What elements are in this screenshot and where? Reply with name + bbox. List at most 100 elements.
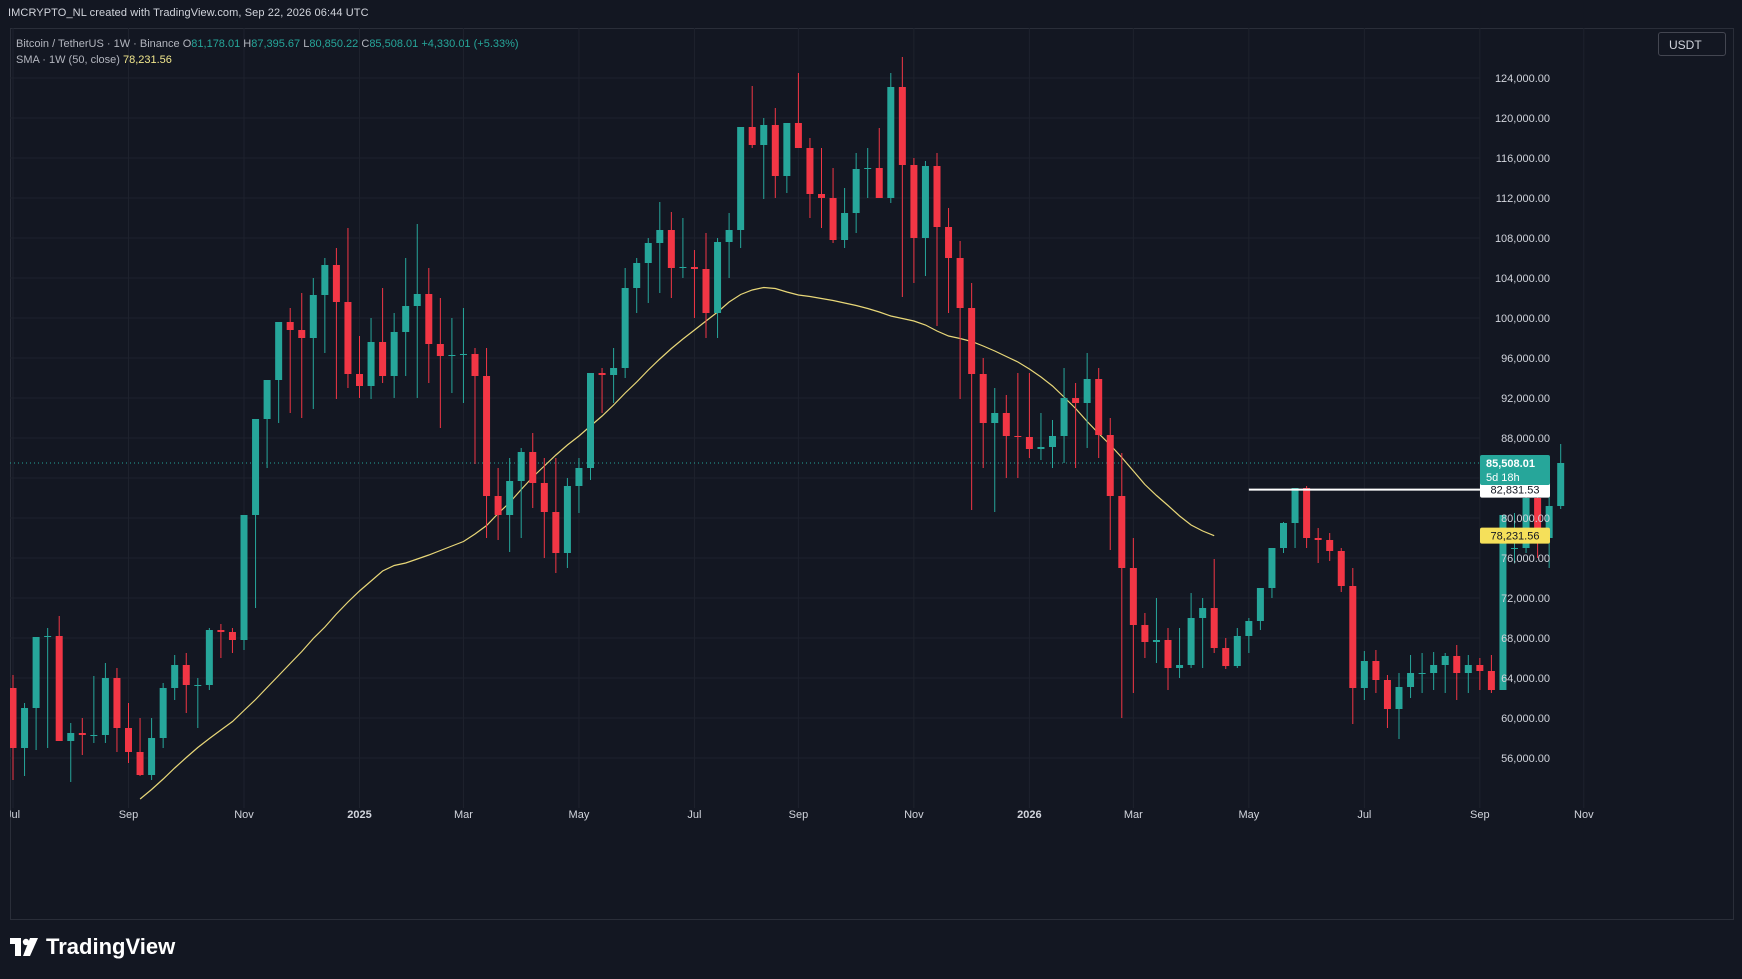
candle — [344, 228, 352, 388]
candle — [471, 348, 479, 464]
candle — [425, 268, 433, 383]
candle — [32, 637, 40, 750]
candle — [1199, 598, 1207, 668]
y-tick-label: 108,000.00 — [1495, 233, 1550, 245]
candle — [921, 161, 929, 276]
candle-body — [1083, 379, 1091, 403]
candle-body — [956, 258, 964, 308]
candle — [898, 57, 906, 297]
y-tick-label: 56,000.00 — [1501, 753, 1550, 765]
sma-value: 78,231.56 — [122, 54, 172, 66]
candle — [1222, 638, 1230, 669]
candle — [760, 118, 768, 199]
candle-body — [159, 688, 167, 738]
candle — [101, 663, 109, 743]
candle-body — [1118, 496, 1126, 568]
level-price-tag: 82,831.53 — [1480, 481, 1550, 498]
candle — [690, 250, 698, 318]
price-chart[interactable]: 56,000.00 60,000.00 64,000.00 68,000.00 72,0… — [10, 28, 1732, 918]
candle — [910, 158, 918, 283]
candle-body — [205, 630, 213, 685]
candle — [1025, 373, 1033, 458]
candle-body — [182, 665, 190, 685]
candle — [44, 628, 52, 748]
candle-body — [1418, 673, 1426, 674]
candle-body — [321, 265, 329, 295]
sma-title: SMA · 1W (50, close) — [16, 54, 120, 66]
x-tick-label: Jul — [10, 809, 20, 821]
symbol-legend-row[interactable]: Bitcoin / TetherUS · 1W · Binance O81,17… — [16, 36, 519, 52]
candle-body — [656, 230, 664, 243]
candle — [783, 123, 791, 193]
y-tick-label: 104,000.00 — [1495, 273, 1550, 285]
candle — [1314, 528, 1322, 563]
currency-button[interactable]: USDT — [1658, 32, 1726, 56]
candle-body — [1372, 661, 1380, 680]
candle-body — [760, 125, 768, 145]
candle — [321, 258, 329, 353]
candle — [125, 703, 132, 763]
candle-body — [679, 267, 687, 268]
candle — [402, 258, 410, 376]
candle-body — [1545, 506, 1553, 538]
ohlc-close: C85,508.01 — [361, 38, 419, 50]
sma-price-tag: 78,231.56 — [1480, 527, 1550, 544]
candle — [1083, 353, 1091, 448]
candle — [841, 188, 849, 248]
candle-body — [1360, 661, 1368, 688]
candle-body — [148, 738, 156, 775]
candle — [1152, 598, 1160, 663]
candle-body — [390, 332, 398, 376]
candle — [1534, 490, 1542, 558]
candle — [1407, 655, 1415, 698]
candle-body — [644, 243, 652, 263]
candle-body — [1430, 665, 1438, 673]
sma-legend-row[interactable]: SMA · 1W (50, close) 78,231.56 — [16, 52, 519, 68]
candle — [1280, 522, 1287, 553]
candle-body — [1049, 436, 1056, 447]
candle-body — [1256, 588, 1264, 621]
candle-body — [575, 468, 583, 486]
candle-body — [1025, 437, 1033, 449]
candle — [1487, 655, 1495, 693]
candle-body — [1268, 548, 1276, 588]
candle — [610, 348, 618, 403]
candle — [1303, 486, 1311, 548]
candle-body — [1453, 656, 1461, 673]
candle — [748, 86, 756, 148]
candle-body — [748, 127, 756, 145]
candle-body — [413, 294, 421, 306]
candle-body — [1303, 488, 1311, 538]
candle — [563, 478, 571, 568]
candle — [1106, 418, 1114, 550]
candle — [1187, 593, 1195, 668]
candle-body — [425, 294, 433, 344]
candle-body — [356, 374, 363, 386]
candle — [67, 723, 75, 782]
candle — [679, 218, 687, 278]
candle-body — [44, 636, 52, 637]
candle — [159, 683, 167, 748]
candle-body — [1187, 618, 1195, 665]
candle-body — [1326, 540, 1334, 551]
x-tick-label: Sep — [1470, 809, 1490, 821]
candle-body — [829, 198, 837, 240]
candle — [1476, 658, 1484, 690]
sma-layer — [139, 286, 1215, 800]
candle-body — [1280, 523, 1287, 548]
chart-legend: Bitcoin / TetherUS · 1W · Binance O81,17… — [16, 36, 519, 68]
candle — [275, 322, 283, 423]
candle-body — [921, 166, 929, 238]
candle-body — [1106, 435, 1114, 496]
candle — [1164, 628, 1172, 690]
candle-body — [552, 512, 560, 553]
candle — [598, 368, 606, 413]
candle-body — [737, 127, 745, 230]
candle-body — [1522, 498, 1530, 548]
x-tick-label: May — [569, 809, 590, 821]
candle — [217, 624, 225, 658]
candle-body — [228, 632, 236, 640]
candle — [887, 73, 895, 203]
candle-body — [344, 302, 352, 374]
candle — [90, 676, 98, 743]
